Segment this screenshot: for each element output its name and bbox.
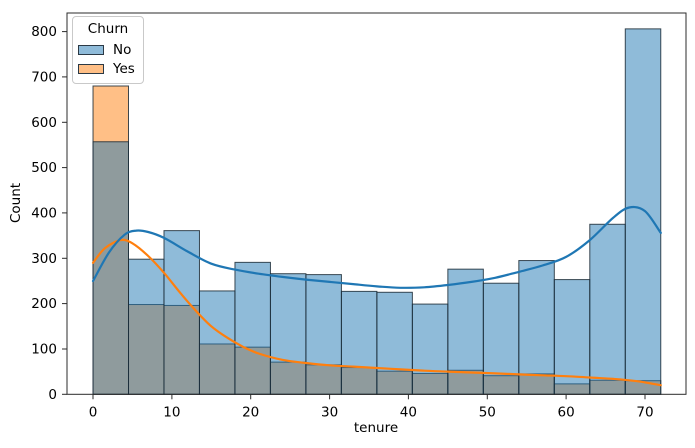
legend-item-yes: Yes — [78, 61, 143, 77]
legend-swatch-no-icon — [78, 45, 104, 55]
x-axis-label: tenure — [353, 420, 399, 436]
bar-no — [447, 268, 484, 395]
legend-title: Churn — [87, 21, 129, 37]
bar-no — [305, 274, 342, 395]
bar-no — [340, 290, 378, 395]
y-tick-label: 0 — [48, 387, 57, 403]
y-tick-label: 500 — [31, 160, 57, 176]
y-tick-label: 400 — [31, 205, 57, 221]
bar-no — [198, 290, 236, 395]
y-tick-label: 600 — [31, 115, 57, 131]
x-tick-label: 50 — [479, 404, 496, 420]
x-tick-label: 0 — [89, 404, 98, 420]
legend-label-no: No — [113, 42, 132, 58]
bar-no — [411, 303, 449, 395]
x-tick-label: 40 — [400, 404, 417, 420]
bars-no — [92, 28, 662, 395]
y-tick-label: 100 — [31, 342, 57, 358]
legend-item-no: No — [78, 42, 143, 58]
kde-line-no — [91, 205, 662, 289]
y-tick-label: 200 — [31, 296, 57, 312]
y-tick-label: 300 — [31, 251, 57, 267]
bar-no — [624, 28, 662, 395]
legend-swatch-yes-icon — [78, 64, 104, 74]
bar-no — [92, 141, 129, 395]
legend-label-yes: Yes — [113, 61, 135, 77]
x-tick-label: 30 — [321, 404, 338, 420]
y-tick-label: 700 — [31, 69, 57, 85]
y-tick-label: 800 — [31, 24, 57, 40]
bar-no — [482, 282, 520, 395]
x-tick-label: 10 — [163, 404, 180, 420]
bar-no — [163, 230, 200, 395]
bar-no — [518, 260, 555, 395]
y-axis-label: Count — [8, 182, 24, 224]
bar-no — [589, 223, 626, 395]
x-tick-label: 20 — [242, 404, 259, 420]
bar-no — [376, 291, 413, 395]
bar-no — [234, 261, 271, 395]
legend: Churn No Yes — [72, 16, 144, 84]
bar-no — [128, 258, 165, 395]
kde-line-yes — [91, 238, 662, 387]
bar-no — [269, 273, 307, 395]
plot-border — [66, 12, 687, 395]
x-tick-label: 70 — [636, 404, 653, 420]
x-tick-label: 60 — [558, 404, 575, 420]
